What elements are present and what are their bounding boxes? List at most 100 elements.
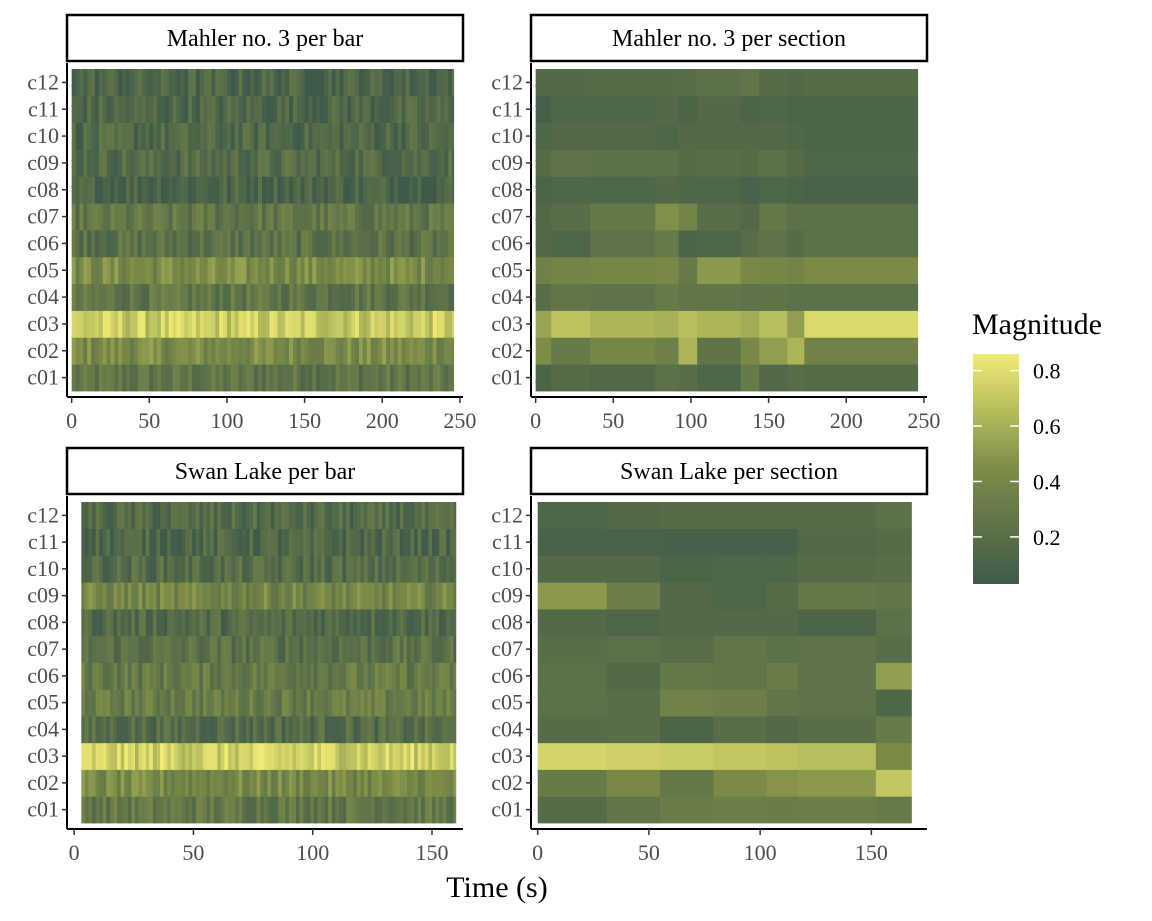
- heatmap-cell: [374, 769, 379, 797]
- heatmap-cell: [109, 582, 114, 610]
- heatmap-cell: [358, 69, 364, 97]
- heatmap-cell: [551, 149, 591, 177]
- heatmap-cell: [328, 635, 333, 663]
- heatmap-cell: [88, 662, 93, 690]
- heatmap-cell: [71, 149, 76, 177]
- heatmap-cell: [417, 662, 422, 690]
- heatmap-cell: [335, 609, 340, 637]
- heatmap-cell: [81, 582, 86, 610]
- heatmap-cell: [453, 662, 457, 690]
- heatmap-cell: [371, 769, 376, 797]
- heatmap-cell: [655, 337, 679, 365]
- heatmap-cell: [188, 310, 193, 338]
- heatmap-cell: [317, 716, 322, 744]
- heatmap-cell: [120, 502, 125, 530]
- heatmap-cell: [156, 662, 161, 690]
- heatmap-cell: [414, 609, 419, 637]
- heatmap-cell: [87, 256, 92, 285]
- y-tick-label: c06: [491, 663, 523, 688]
- heatmap-cell: [320, 69, 325, 97]
- heatmap-cell: [292, 283, 298, 311]
- y-tick-label: c02: [491, 770, 523, 795]
- heatmap-cell: [153, 203, 158, 231]
- y-tick-label: c06: [491, 230, 523, 255]
- heatmap-cell: [358, 364, 364, 392]
- heatmap-cell: [258, 337, 263, 365]
- heatmap-cell: [153, 69, 158, 97]
- heatmap-cell: [349, 635, 354, 663]
- heatmap-cell: [405, 95, 410, 124]
- heatmap-cell: [590, 337, 656, 365]
- heatmap-cell: [347, 69, 352, 97]
- heatmap-cell: [362, 364, 368, 392]
- heatmap-cell: [537, 528, 608, 556]
- heatmap-cell: [226, 95, 232, 124]
- heatmap-cell: [396, 502, 401, 530]
- heatmap-cell: [358, 256, 364, 285]
- heatmap-cell: [320, 310, 325, 338]
- heatmap-cell: [206, 502, 211, 530]
- heatmap-cell: [317, 635, 322, 663]
- heatmap-cell: [260, 716, 265, 744]
- heatmap-cell: [98, 256, 104, 285]
- heatmap-cell: [424, 528, 429, 556]
- heatmap-cell: [122, 230, 127, 258]
- heatmap-cell: [453, 742, 457, 770]
- heatmap-cell: [324, 769, 329, 797]
- heatmap-cell: [124, 769, 129, 797]
- heatmap-cell: [226, 176, 232, 204]
- heatmap-cell: [195, 555, 200, 583]
- heatmap-cell: [160, 176, 166, 204]
- heatmap-cell: [537, 689, 608, 717]
- heatmap-cell: [288, 769, 293, 797]
- heatmap-cell: [102, 337, 107, 365]
- heatmap-cell: [83, 283, 88, 311]
- heatmap-cell: [177, 528, 182, 556]
- heatmap-cell: [331, 176, 337, 204]
- heatmap-cell: [310, 662, 315, 690]
- heatmap-cell: [164, 122, 170, 150]
- heatmap-cell: [385, 796, 390, 824]
- heatmap-cell: [122, 364, 127, 392]
- heatmap-cell: [392, 689, 397, 717]
- heatmap-cell: [131, 528, 136, 556]
- heatmap-cell: [75, 95, 80, 124]
- heatmap-cell: [210, 796, 215, 824]
- heatmap-cell: [292, 149, 298, 177]
- heatmap-cell: [432, 122, 437, 150]
- heatmap-cell: [149, 69, 154, 97]
- heatmap-cell: [127, 582, 132, 610]
- heatmap-cell: [184, 230, 189, 258]
- heatmap-cell: [296, 176, 302, 204]
- heatmap-cell: [238, 95, 243, 124]
- heatmap-cell: [152, 662, 157, 690]
- heatmap-cell: [118, 149, 123, 177]
- heatmap-cell: [137, 310, 142, 338]
- heatmap-cell: [385, 635, 390, 663]
- heatmap-cell: [81, 609, 86, 637]
- heatmap-cell: [360, 582, 365, 610]
- heatmap-cell: [389, 528, 394, 556]
- heatmap-cell: [180, 230, 185, 258]
- heatmap-cell: [444, 176, 449, 204]
- heatmap-cell: [446, 609, 451, 637]
- heatmap-cell: [321, 528, 326, 556]
- heatmap-cell: [406, 528, 411, 556]
- heatmap-cell: [356, 796, 361, 824]
- heatmap-cell: [421, 502, 426, 530]
- heatmap-cell: [435, 662, 440, 690]
- heatmap-cell: [289, 203, 294, 231]
- heatmap-cell: [304, 283, 309, 311]
- heatmap-cell: [87, 95, 92, 124]
- heatmap-cell: [246, 95, 251, 124]
- heatmap-cell: [551, 364, 591, 392]
- heatmap-cell: [413, 364, 418, 392]
- heatmap-cell: [310, 742, 315, 770]
- heatmap-cell: [431, 635, 436, 663]
- heatmap-cell: [242, 337, 247, 365]
- heatmap-cell: [273, 230, 278, 258]
- heatmap-cell: [145, 662, 150, 690]
- heatmap-cell: [358, 230, 364, 258]
- heatmap-cell: [127, 796, 132, 824]
